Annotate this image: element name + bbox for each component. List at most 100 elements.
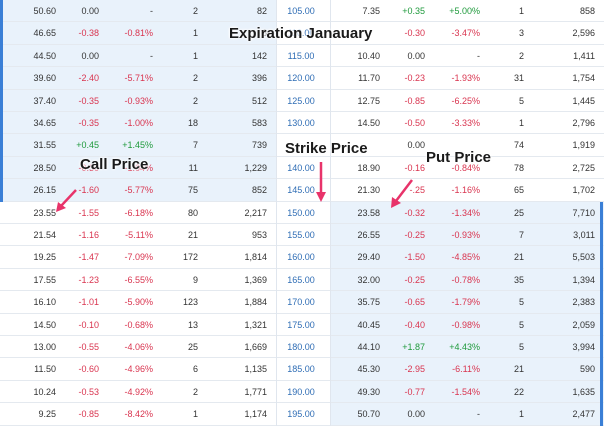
call-last-price: 11.50 xyxy=(34,364,56,374)
put-change: -0.32 xyxy=(404,208,425,218)
put-change: +1.87 xyxy=(402,342,425,352)
call-volume: 1 xyxy=(192,409,198,419)
strike-price: 145.00 xyxy=(287,185,315,195)
put-change: -1.50 xyxy=(404,252,425,262)
put-open-interest: 590 xyxy=(579,364,595,374)
row-divider xyxy=(0,156,604,157)
put-last-price: 10.40 xyxy=(357,51,380,61)
put-volume: 1 xyxy=(518,409,524,419)
strike-price: 165.00 xyxy=(287,275,315,285)
call-last-price: 46.65 xyxy=(33,28,56,38)
call-change-percent: -0.68% xyxy=(124,320,153,330)
put-change-percent: -1.79% xyxy=(451,297,480,307)
call-last-price: 10.24 xyxy=(33,387,56,397)
put-last-price: 12.75 xyxy=(357,96,380,106)
row-divider xyxy=(0,66,604,67)
row-divider xyxy=(0,380,604,381)
call-volume: 7 xyxy=(192,140,198,150)
table-row[interactable]: 39.60 -2.40 -5.71% 2 396 120.00 11.70 -0.23 -1.9… xyxy=(0,67,604,89)
table-row[interactable]: 50.60 0.00 - 2 82 105.00 7.35 +0.35 +5.00% 1 858 xyxy=(0,0,604,22)
table-row[interactable]: 26.15 -1.60 -5.77% 75 852 145.00 21.30 -.25 -1.1… xyxy=(0,179,604,201)
put-open-interest: 2,725 xyxy=(572,163,595,173)
put-volume: 2 xyxy=(518,51,524,61)
call-change-percent: -8.42% xyxy=(124,409,153,419)
call-change-percent: -5.11% xyxy=(125,230,153,240)
row-divider xyxy=(0,223,604,224)
put-volume: 21 xyxy=(513,252,524,262)
row-divider xyxy=(0,111,604,112)
row-divider xyxy=(0,133,604,134)
call-change-percent: -5.71% xyxy=(124,73,153,83)
call-volume: 75 xyxy=(187,185,198,195)
call-open-interest: 1,669 xyxy=(244,342,267,352)
put-change: -0.30 xyxy=(404,28,425,38)
call-open-interest: 1,321 xyxy=(244,320,267,330)
call-open-interest: 1,174 xyxy=(244,409,267,419)
put-last-price: 14.50 xyxy=(357,118,380,128)
put-change-percent: -1.54% xyxy=(451,387,480,397)
call-last-price: 13.00 xyxy=(33,342,56,352)
table-row[interactable]: 11.50 -0.60 -4.96% 6 1,135 185.00 45.30 -2.95 -6… xyxy=(0,358,604,380)
table-row[interactable]: 31.55 +0.45 +1.45% 7 739 0.00 74 1,919 xyxy=(0,134,604,156)
table-row[interactable]: 9.25 -0.85 -8.42% 1 1,174 195.00 50.70 0.00 - 1 2,… xyxy=(0,403,604,425)
call-change: -1.16 xyxy=(78,230,99,240)
put-open-interest: 1,411 xyxy=(573,51,595,61)
call-last-price: 28.50 xyxy=(33,163,56,173)
table-row[interactable]: 14.50 -0.10 -0.68% 13 1,321 175.00 40.45 -0.40 -… xyxy=(0,314,604,336)
strike-price: 170.00 xyxy=(287,297,315,307)
itm-shading xyxy=(0,90,276,112)
itm-shading xyxy=(0,179,276,201)
table-row[interactable]: 19.25 -1.47 -7.09% 172 1,814 160.00 29.40 -1.50… xyxy=(0,246,604,268)
put-last-price: 49.30 xyxy=(357,387,380,397)
strike-price: 130.00 xyxy=(287,118,315,128)
put-change-percent: - xyxy=(477,51,480,61)
call-volume: 2 xyxy=(192,73,198,83)
strike-price: 105.00 xyxy=(287,6,315,16)
put-last-price: 50.70 xyxy=(357,409,380,419)
call-change: -0.55 xyxy=(78,342,99,352)
table-row[interactable]: 16.10 -1.01 -5.90% 123 1,884 170.00 35.75 -0.65… xyxy=(0,291,604,313)
put-change-percent: +4.43% xyxy=(449,342,480,352)
call-change: -1.60 xyxy=(78,185,99,195)
call-last-price: 19.25 xyxy=(33,252,56,262)
call-open-interest: 512 xyxy=(251,96,267,106)
table-row[interactable]: 17.55 -1.23 -6.55% 9 1,369 165.00 32.00 -0.25 -0… xyxy=(0,269,604,291)
put-last-price: 35.75 xyxy=(357,297,380,307)
table-row[interactable]: 28.50 -0.30 -1.04% 11 1,229 140.00 18.90 -0.16 -… xyxy=(0,157,604,179)
call-change-percent: -4.06% xyxy=(124,342,153,352)
itm-shading xyxy=(330,381,604,403)
put-change: -0.50 xyxy=(404,118,425,128)
put-change-percent: -0.93% xyxy=(451,230,480,240)
call-change-percent: -6.55% xyxy=(124,275,153,285)
call-open-interest: 6 xyxy=(261,28,267,38)
put-open-interest: 858 xyxy=(579,6,595,16)
table-row[interactable]: 37.40 -0.35 -0.93% 2 512 125.00 12.75 -0.85 -6.2… xyxy=(0,90,604,112)
put-change: -.25 xyxy=(409,185,425,195)
call-open-interest: 739 xyxy=(251,140,267,150)
table-row[interactable]: 23.55 -1.55 -6.18% 80 2,217 150.00 23.58 -0.32 -… xyxy=(0,202,604,224)
put-volume: 74 xyxy=(513,140,524,150)
call-change-percent: - xyxy=(150,51,153,61)
table-row[interactable]: 21.54 -1.16 -5.11% 21 953 155.00 26.55 -0.25 -0.… xyxy=(0,224,604,246)
call-open-interest: 1,369 xyxy=(244,275,267,285)
table-row[interactable]: 34.65 -0.35 -1.00% 18 583 130.00 14.50 -0.50 -3.… xyxy=(0,112,604,134)
row-divider xyxy=(0,313,604,314)
put-last-price: 21.30 xyxy=(357,185,380,195)
table-row[interactable]: 44.50 0.00 - 1 142 115.00 10.40 0.00 - 2 1,411 xyxy=(0,45,604,67)
table-row[interactable]: 10.24 -0.53 -4.92% 2 1,771 190.00 49.30 -0.77 -1… xyxy=(0,381,604,403)
strike-price: 110.00 xyxy=(287,28,315,38)
put-open-interest: 3,011 xyxy=(573,230,595,240)
call-volume: 18 xyxy=(187,118,198,128)
call-change: -1.47 xyxy=(78,252,99,262)
table-row[interactable]: 13.00 -0.55 -4.06% 25 1,669 180.00 44.10 +1.87 +… xyxy=(0,336,604,358)
table-row[interactable]: 46.65 -0.38 -0.81% 1 6 110.00 -0.30 -3.47% 3 2,59… xyxy=(0,22,604,44)
row-divider xyxy=(0,44,604,45)
row-divider xyxy=(0,357,604,358)
put-open-interest: 1,635 xyxy=(572,387,595,397)
itm-shading xyxy=(0,157,276,179)
strike-price: 160.00 xyxy=(287,252,315,262)
put-change-percent: -1.34% xyxy=(451,208,480,218)
strike-right-divider xyxy=(330,0,331,426)
